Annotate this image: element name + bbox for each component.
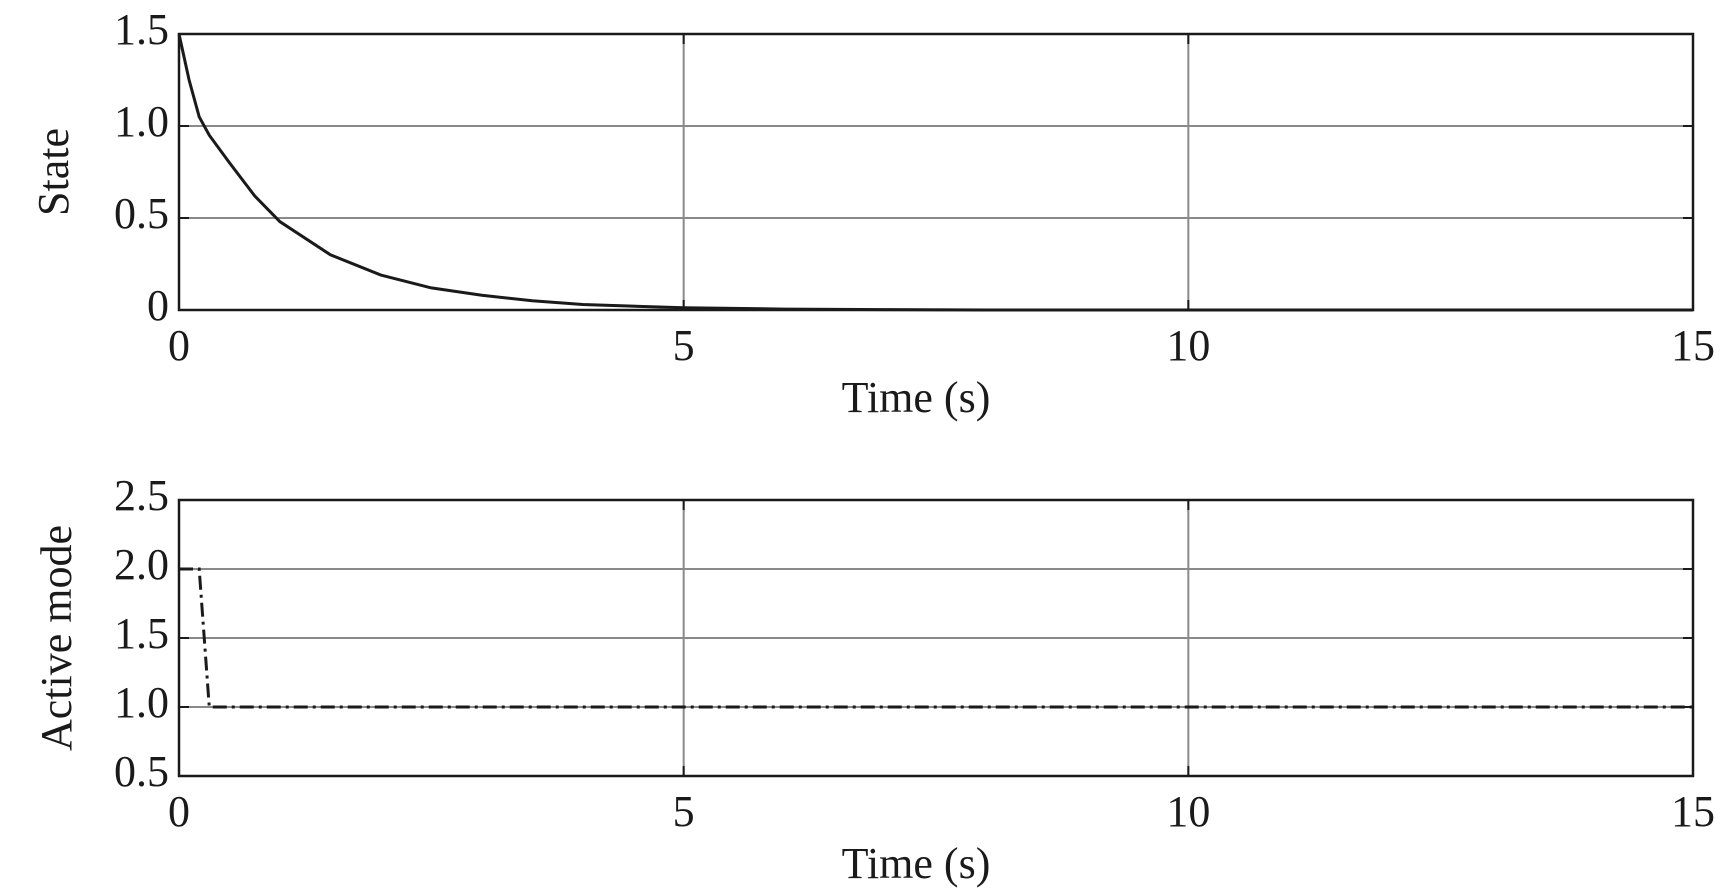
x-tick-label: 0 [168,787,190,836]
x-axis-label: Time (s) [842,839,991,888]
plot-frame [177,32,1695,312]
y-tick-label: 1.5 [114,609,169,658]
y-tick-label: 0.5 [114,189,169,238]
x-tick-label: 10 [1166,787,1210,836]
x-tick-label: 5 [673,321,695,370]
plot-frame [177,498,1695,778]
x-tick-label: 0 [168,321,190,370]
x-tick-label: 10 [1166,321,1210,370]
y-tick-label: 1.0 [114,678,169,727]
x-tick-label: 15 [1671,787,1715,836]
y-tick-label: 2.5 [114,471,169,520]
x-axis-label: Time (s) [842,373,991,422]
y-tick-label: 0 [147,281,169,330]
data-line [177,33,1693,312]
x-tick-label: 15 [1671,321,1715,370]
y-tick-label: 0.5 [114,747,169,796]
y-tick-label: 1.0 [114,97,169,146]
y-axis-label: State [29,128,78,216]
y-axis-label: Active mode [32,525,81,751]
y-tick-label: 2.0 [114,540,169,589]
y-tick-label: 1.5 [114,5,169,54]
x-tick-label: 5 [673,787,695,836]
data-line [179,567,1693,709]
